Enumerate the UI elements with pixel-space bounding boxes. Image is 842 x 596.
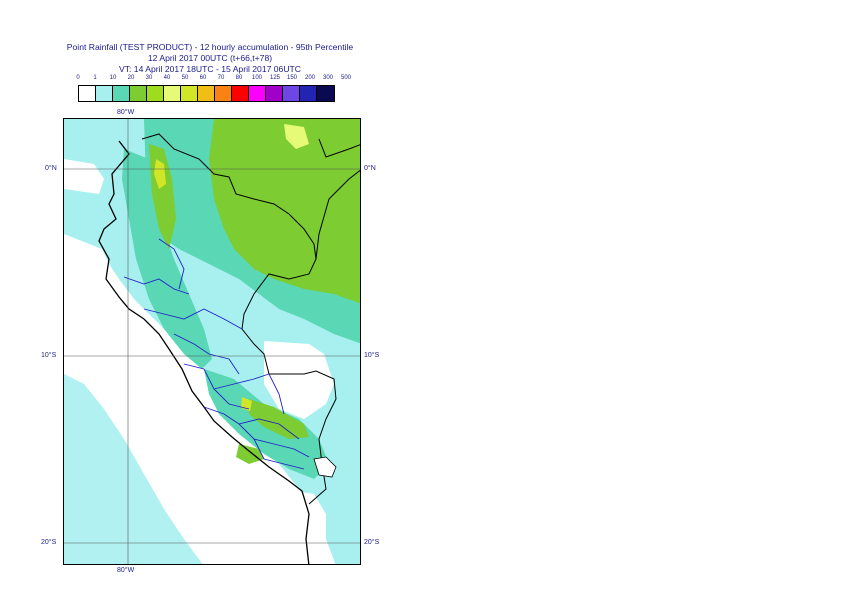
rainfall-area-1-10mm <box>324 464 360 564</box>
legend-tick: 80 <box>235 75 243 81</box>
rainfall-map <box>63 118 361 565</box>
legend-swatch <box>113 86 130 101</box>
legend-swatch <box>300 86 317 101</box>
country-border <box>315 169 360 260</box>
lat-label-left-20: 20°S <box>41 539 57 546</box>
rainfall-area-20-30mm <box>236 444 264 464</box>
legend-swatch <box>181 86 198 101</box>
map-canvas <box>64 119 360 564</box>
regional-borders <box>123 238 310 470</box>
legend-swatch <box>164 86 181 101</box>
title-line-2: 12 April 2017 00UTC (t+66,t+78) <box>147 53 273 63</box>
legend-swatch <box>232 86 249 101</box>
lat-label-right-20: 20°S <box>364 539 380 546</box>
legend-swatch <box>96 86 113 101</box>
legend-tick: 10 <box>109 75 117 81</box>
legend-swatch <box>249 86 266 101</box>
legend-tick: 200 <box>304 75 316 81</box>
legend-tick: 50 <box>181 75 189 81</box>
legend-tick: 70 <box>217 75 225 81</box>
legend-tick: 1 <box>93 75 97 81</box>
rainfall-legend-colorbar <box>78 85 335 102</box>
legend-tick: 150 <box>286 75 298 81</box>
legend-swatch <box>147 86 164 101</box>
legend-tick: 40 <box>163 75 171 81</box>
legend-tick: 125 <box>269 75 281 81</box>
legend-swatch <box>79 86 96 101</box>
lat-label-left-0: 0°N <box>45 165 57 172</box>
legend-tick: 0 <box>76 75 80 81</box>
lat-label-left-10: 10°S <box>41 352 57 359</box>
legend-tick: 30 <box>145 75 153 81</box>
legend-tick: 500 <box>340 75 352 81</box>
dry-area <box>294 491 326 564</box>
title-line-1: Point Rainfall (TEST PRODUCT) - 12 hourl… <box>66 42 354 52</box>
dry-area <box>64 329 244 564</box>
legend-tick: 20 <box>127 75 135 81</box>
lake-outline <box>313 456 337 478</box>
dry-area <box>64 159 104 194</box>
lon-label-bottom: 80°W <box>117 567 135 574</box>
legend-tick: 60 <box>199 75 207 81</box>
dry-area <box>264 341 334 419</box>
legend-swatch <box>215 86 232 101</box>
rainfall-area-30-40mm <box>284 124 309 149</box>
rainfall-area-10-20mm <box>122 149 212 369</box>
country-border <box>318 138 360 158</box>
legend-swatch <box>130 86 147 101</box>
lon-label-top: 80°W <box>117 109 135 116</box>
lat-label-right-0: 0°N <box>364 165 376 172</box>
legend-swatch <box>317 86 334 101</box>
rainfall-area-20-30mm <box>249 399 309 439</box>
country-border <box>141 133 337 505</box>
legend-swatch <box>198 86 215 101</box>
legend-tick: 100 <box>251 75 263 81</box>
title-line-3: VT: 14 April 2017 18UTC - 15 April 2017 … <box>119 64 301 74</box>
lat-label-right-10: 10°S <box>364 352 380 359</box>
legend-swatch <box>266 86 283 101</box>
coastline <box>98 140 310 564</box>
rainfall-area-30-40mm <box>154 159 166 189</box>
legend-tick: 300 <box>322 75 334 81</box>
legend-swatch <box>283 86 300 101</box>
